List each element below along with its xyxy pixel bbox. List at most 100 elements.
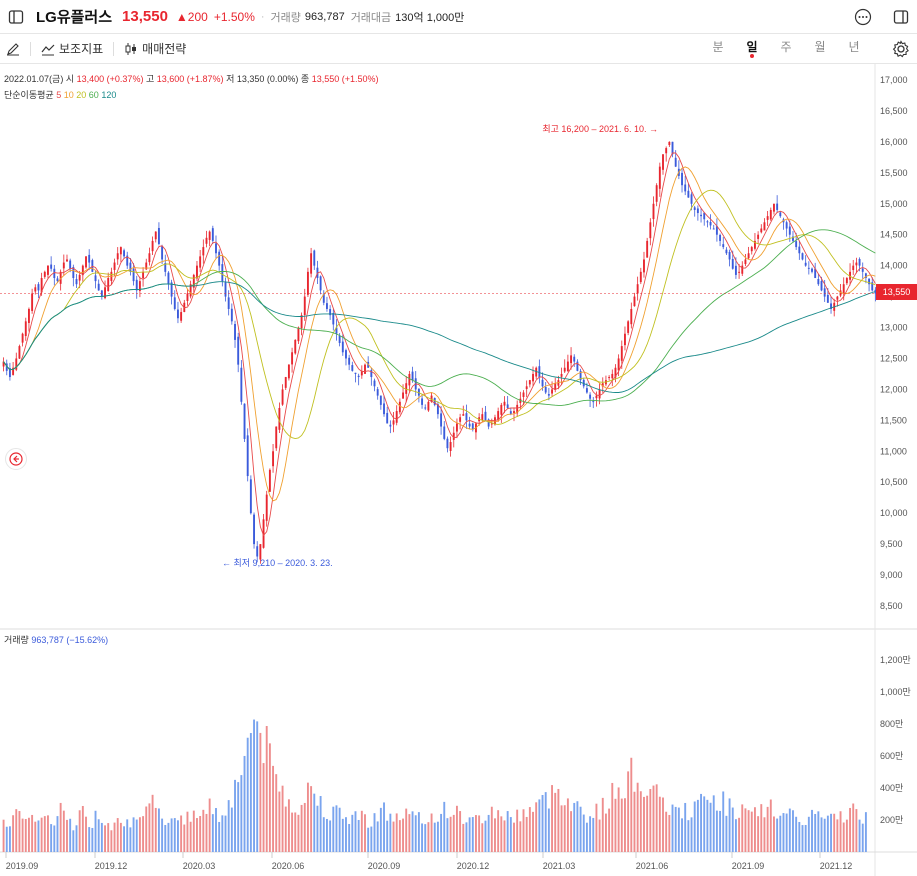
volume-bar (864, 812, 867, 852)
stock-chart[interactable]: 17,000 16,500 16,000 15,500 15,000 14,500 14,0… (0, 64, 917, 876)
volume-bar (696, 799, 699, 852)
volume-bar (405, 808, 408, 852)
candle-body (278, 407, 281, 430)
price-axis-label: 13,000 (880, 323, 908, 333)
volume-bar (687, 820, 690, 852)
volume-bar (747, 810, 750, 852)
volume-bar (614, 798, 617, 852)
candle-body (196, 265, 198, 279)
volume-bar (53, 825, 56, 852)
candle-body (620, 346, 623, 361)
volume-bar (357, 819, 360, 852)
candle-body (649, 222, 652, 239)
candle-body (281, 389, 284, 405)
panel-toggle-icon[interactable] (889, 5, 913, 29)
candle-body (379, 395, 382, 405)
volume-bar (218, 821, 221, 852)
volume-bar (186, 811, 189, 852)
candle-body (576, 361, 579, 371)
candle-body (462, 414, 465, 416)
sidebar-toggle-icon[interactable] (4, 5, 28, 29)
volume-bar (611, 782, 614, 852)
price-axis-label: 11,500 (880, 415, 907, 425)
volume-bar (15, 809, 18, 852)
candle-body (627, 321, 630, 333)
volume-bar (164, 824, 167, 852)
candle-body (215, 243, 217, 254)
volume-bar (132, 817, 135, 852)
strategy-button[interactable]: 매매전략 (124, 40, 186, 57)
volume-bar (604, 813, 607, 852)
candle-body (47, 265, 49, 275)
volume-bar (646, 795, 649, 852)
volume-bar (376, 821, 379, 852)
price-axis-label: 8,500 (880, 601, 903, 611)
volume-bar (668, 814, 671, 852)
scroll-back-button[interactable] (5, 448, 27, 470)
volume-bar (246, 737, 249, 852)
candle-body (525, 386, 528, 390)
candle-body (741, 265, 744, 274)
volume-bar (715, 810, 718, 852)
candle-body (861, 268, 864, 272)
candle-body (145, 262, 148, 270)
settings-gear-icon[interactable] (889, 37, 913, 61)
period-tab-week[interactable]: 주 (780, 40, 792, 54)
volume-bar (811, 809, 813, 852)
candle-body (731, 259, 734, 269)
volume-bar (253, 719, 255, 852)
candle-body (268, 469, 271, 492)
info-open: 13,400 (+0.37%) (76, 74, 144, 84)
period-tab-day[interactable]: 일 (735, 40, 769, 58)
volume-bar (211, 814, 214, 852)
period-tab-minute[interactable]: 분 (712, 40, 724, 54)
candle-body (693, 207, 696, 210)
candle-body (700, 214, 702, 217)
candle-icon (125, 42, 137, 55)
period-tab-month[interactable]: 월 (814, 40, 826, 54)
candle-body (177, 309, 179, 319)
candle-body (85, 256, 87, 268)
candle-body (360, 370, 363, 376)
volume-bar (785, 813, 788, 852)
volume-bar (8, 826, 11, 852)
candle-body (585, 388, 588, 393)
candle-body (157, 227, 160, 244)
x-axis-label: 2020.09 (368, 861, 401, 871)
volume-bar (490, 806, 493, 852)
volume-bar (662, 797, 664, 852)
candle-body (53, 268, 56, 279)
candle-body (164, 263, 167, 272)
candle-body (338, 335, 341, 343)
candle-body (8, 368, 11, 378)
indicator-button[interactable]: 보조지표 (41, 40, 103, 57)
volume-bar (107, 823, 110, 852)
candle-body (573, 356, 576, 362)
volume-bar (5, 826, 8, 852)
price-axis-label: 12,500 (880, 353, 908, 363)
more-options-icon[interactable] (851, 5, 875, 29)
volume-bar (585, 822, 588, 852)
candle-body (2, 361, 5, 367)
volume-axis-label: 800만 (880, 719, 903, 729)
x-axis-label: 2021.12 (820, 861, 853, 871)
volume-info-value: 963,787 (−15.62%) (31, 635, 109, 645)
draw-tool-button[interactable] (6, 42, 20, 56)
info-high: 13,600 (+1.87%) (156, 74, 224, 84)
volume-bar (272, 765, 275, 852)
volume-bar (703, 796, 706, 852)
candle-body (570, 355, 573, 364)
candle-body (817, 278, 820, 285)
volume-bar (414, 815, 417, 852)
volume-bar (541, 794, 544, 852)
current-price-tag: 13,550 (876, 284, 917, 300)
volume-axis-label: 200만 (880, 815, 903, 825)
volume-bar (2, 819, 5, 852)
volume-bar (335, 805, 338, 852)
volume-bar (573, 802, 576, 852)
volume-bar (227, 800, 230, 852)
candle-body (224, 282, 227, 297)
candle-body (370, 370, 373, 378)
period-tab-year[interactable]: 년 (848, 40, 860, 54)
candle-body (481, 414, 484, 421)
